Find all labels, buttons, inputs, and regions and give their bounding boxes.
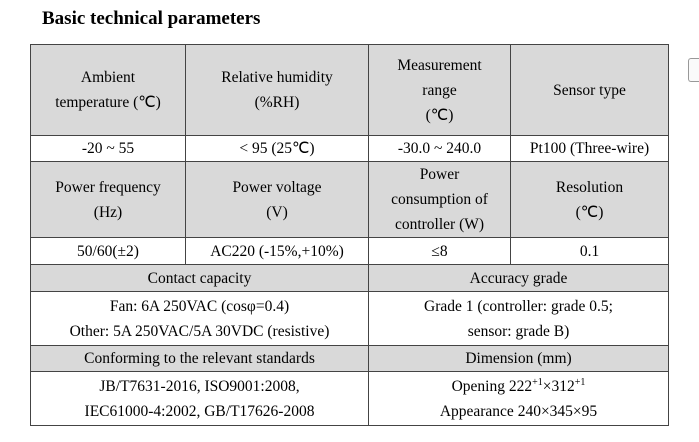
header-cell: Power frequency (Hz): [30, 161, 186, 238]
header-cell: Power consumption of controller (W): [368, 161, 511, 238]
cell-line: Other: 5A 250VAC/5A 30VDC (resistive): [69, 322, 330, 340]
cell-line: Fan: 6A 250VAC (cosφ=0.4): [109, 297, 290, 315]
cell-line: Conforming to the relevant standards: [84, 350, 315, 367]
data-cell: Grade 1 (controller: grade 0.5; sensor: g…: [368, 291, 669, 346]
cell-line: 50/60(±2): [77, 242, 139, 260]
header-cell: Accuracy grade: [368, 264, 669, 292]
header-cell: Dimension (mm): [368, 345, 669, 372]
cell-line: Contact capacity: [147, 269, 252, 287]
cell-line: Ambient: [80, 69, 136, 86]
cell-line: Relative humidity: [221, 69, 333, 86]
table-row: -20 ~ 55 < 95 (25℃) -30.0 ~ 240.0 Pt100 (Th…: [30, 135, 669, 162]
cell-line: Sensor type: [553, 81, 626, 99]
cell-line: 0.1: [579, 242, 600, 260]
cell-line: -30.0 ~ 240.0: [397, 140, 482, 157]
text-part: Appearance 240×345×95: [439, 402, 598, 420]
cell-line: Power frequency: [55, 178, 161, 196]
table-row: 50/60(±2) AC220 (-15%,+10%) ≤8 0.1: [30, 237, 669, 265]
header-cell: Contact capacity: [30, 264, 369, 292]
cell-line: Appearance 240×345×95: [371, 399, 666, 424]
data-cell: Pt100 (Three-wire): [510, 135, 669, 162]
data-cell: 0.1: [510, 237, 669, 265]
header-cell: Sensor type: [510, 44, 669, 136]
cell-line: consumption of: [391, 191, 488, 208]
cell-line: Accuracy grade: [469, 269, 568, 287]
cell-line: (%RH): [254, 94, 300, 111]
header-cell: Relative humidity (%RH): [185, 44, 369, 136]
text-part: ×312: [542, 377, 575, 395]
table-row: Fan: 6A 250VAC (cosφ=0.4) Other: 5A 250VA…: [30, 291, 669, 346]
cell-line: Grade 1 (controller: grade 0.5;: [424, 297, 613, 315]
cell-line: Resolution: [555, 178, 624, 196]
cell-line: (℃): [425, 106, 454, 124]
cell-line: range: [422, 81, 457, 99]
side-tab[interactable]: [688, 58, 699, 82]
cell-line: Measurement: [397, 56, 482, 74]
superscript: +1: [574, 376, 586, 388]
cell-line: (℃): [575, 203, 604, 221]
data-cell: < 95 (25℃): [185, 135, 369, 162]
cell-line: (Hz): [93, 203, 123, 221]
data-cell: ≤8: [368, 237, 511, 265]
cell-line: controller (W): [394, 216, 485, 233]
data-cell: Opening 222+1×312+1 Appearance 240×345×95: [368, 371, 669, 426]
cell-line: Pt100 (Three-wire): [529, 140, 650, 157]
data-cell: AC220 (-15%,+10%): [185, 237, 369, 265]
data-cell: 50/60(±2): [30, 237, 186, 265]
table-row: Conforming to the relevant standards Dime…: [30, 345, 669, 372]
text-part: Opening 222: [451, 377, 533, 395]
header-cell: Power voltage (V): [185, 161, 369, 238]
data-cell: JB/T7631-2016, ISO9001:2008, IEC61000-4:2…: [30, 371, 369, 426]
cell-line: (V): [266, 203, 288, 221]
cell-line: Dimension (mm): [465, 350, 572, 367]
header-cell: Ambient temperature (℃): [30, 44, 186, 136]
header-cell: Resolution (℃): [510, 161, 669, 238]
cell-line: Power voltage: [232, 178, 322, 196]
cell-line: Power: [419, 166, 460, 183]
table-row: JB/T7631-2016, ISO9001:2008, IEC61000-4:2…: [30, 371, 669, 426]
title: Basic technical parameters: [42, 8, 261, 29]
cell-line: sensor: grade B): [467, 322, 570, 340]
data-cell: -20 ~ 55: [30, 135, 186, 162]
table-row: Power frequency (Hz) Power voltage (V) Power…: [30, 161, 669, 238]
table-row: Ambient temperature (℃) Relative humidity (…: [30, 44, 669, 136]
cell-line: IEC61000-4:2002, GB/T17626-2008: [84, 402, 315, 420]
cell-line: JB/T7631-2016, ISO9001:2008,: [99, 377, 300, 395]
cell-line: -20 ~ 55: [81, 140, 135, 157]
cell-line: AC220 (-15%,+10%): [210, 242, 344, 260]
data-cell: -30.0 ~ 240.0: [368, 135, 511, 162]
data-cell: Fan: 6A 250VAC (cosφ=0.4) Other: 5A 250VA…: [30, 291, 369, 346]
cell-line: < 95 (25℃): [239, 140, 315, 157]
header-cell: Conforming to the relevant standards: [30, 345, 369, 372]
cell-line: ≤8: [431, 242, 448, 260]
superscript: +1: [532, 376, 543, 388]
header-cell: Measurement range (℃): [368, 44, 511, 136]
parameter-table: Ambient temperature (℃) Relative humidity (…: [30, 44, 669, 426]
table-row: Contact capacity Accuracy grade: [30, 264, 669, 292]
cell-line: Opening 222+1×312+1: [371, 374, 666, 399]
cell-line: temperature (℃): [55, 94, 161, 111]
